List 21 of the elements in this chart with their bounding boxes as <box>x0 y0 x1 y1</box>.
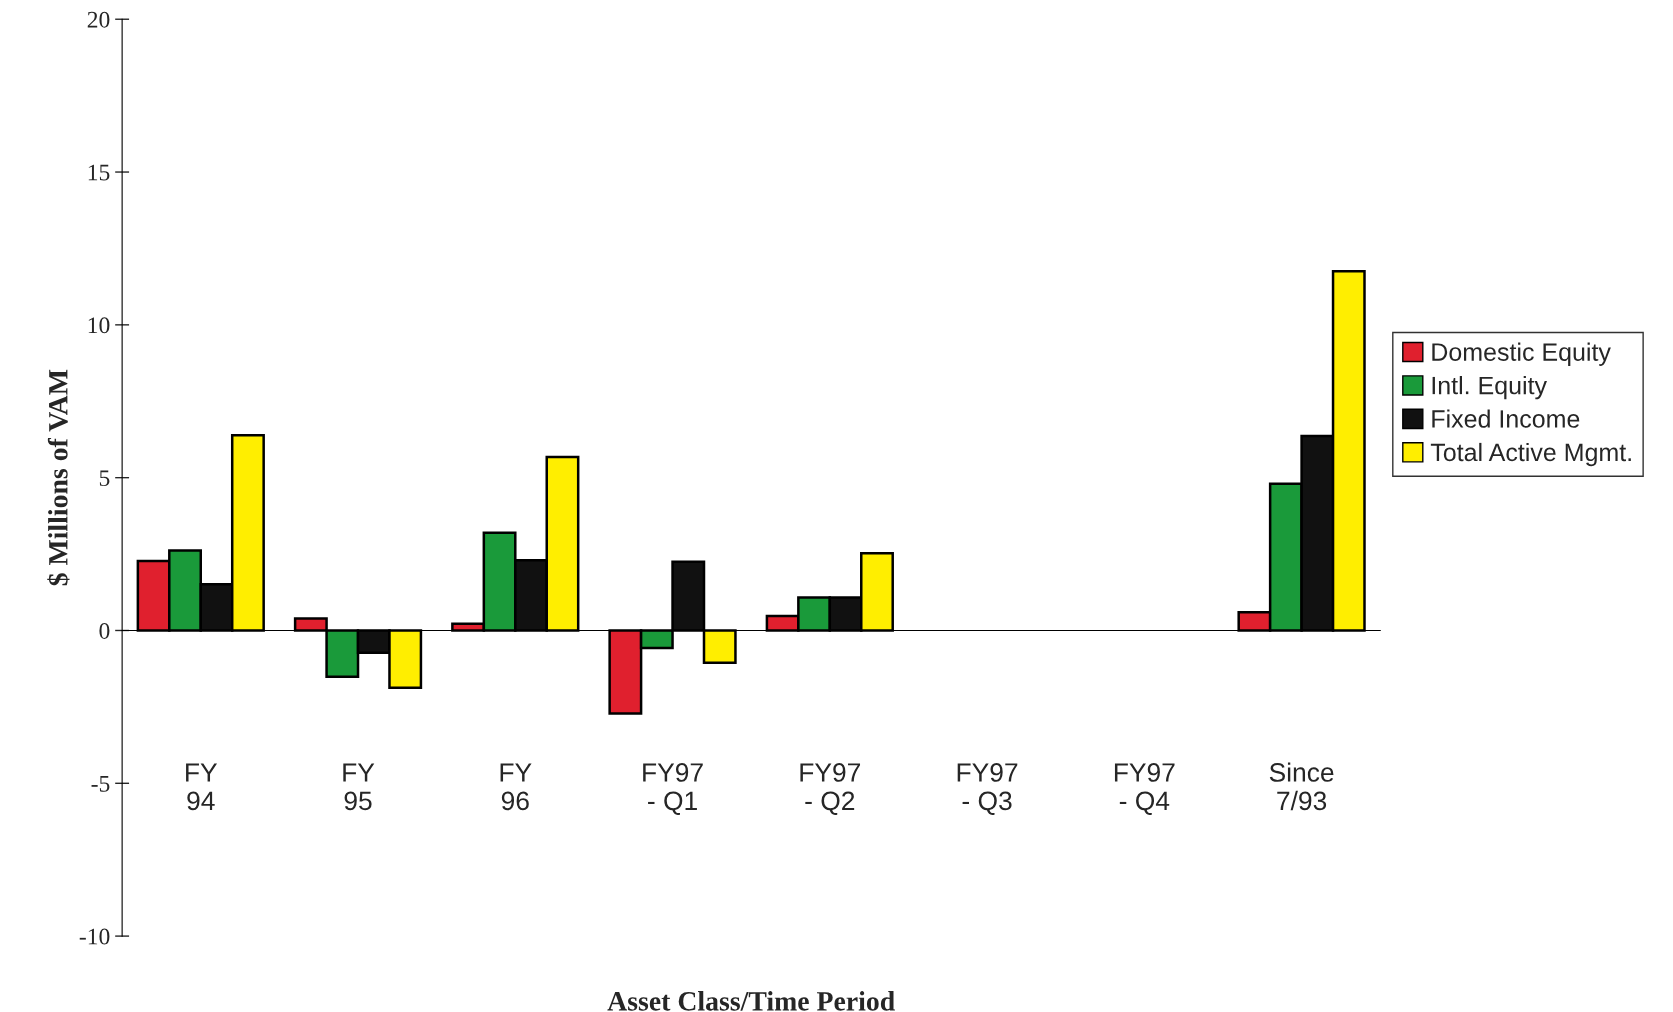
x-axis-title: Asset Class/Time Period <box>607 991 895 1011</box>
y-tick-label: -5 <box>91 776 110 792</box>
x-tick-label: FY 95 <box>343 763 375 811</box>
y-tick-label: -10 <box>79 928 110 945</box>
x-tick-label: Since 7/93 <box>1269 762 1334 811</box>
legend-label: Intl. Equity <box>1432 376 1547 400</box>
x-tick-label: FY97 - Q3 <box>957 763 1018 815</box>
y-axis-title: $ Millions of VAM <box>47 369 70 586</box>
legend-label: Total Active Mgmt. <box>1430 442 1631 467</box>
x-tick-label: FY97 - Q4 <box>1114 763 1175 815</box>
x-tick-label: FY97 - Q2 <box>800 763 861 815</box>
y-tick-label: 0 <box>99 622 110 639</box>
legend-label: Domestic Equity <box>1432 342 1611 366</box>
x-tick-label: FY 94 <box>186 763 218 811</box>
y-tick-label: 10 <box>88 317 110 334</box>
y-tick-label: 15 <box>88 164 110 181</box>
x-tick-label: FY97 - Q1 <box>643 763 703 815</box>
legend-label: Fixed Income <box>1432 409 1580 428</box>
y-tick-label: 20 <box>87 11 110 28</box>
x-tick-label: FY 96 <box>500 763 532 811</box>
y-tick-label: 5 <box>99 470 110 487</box>
